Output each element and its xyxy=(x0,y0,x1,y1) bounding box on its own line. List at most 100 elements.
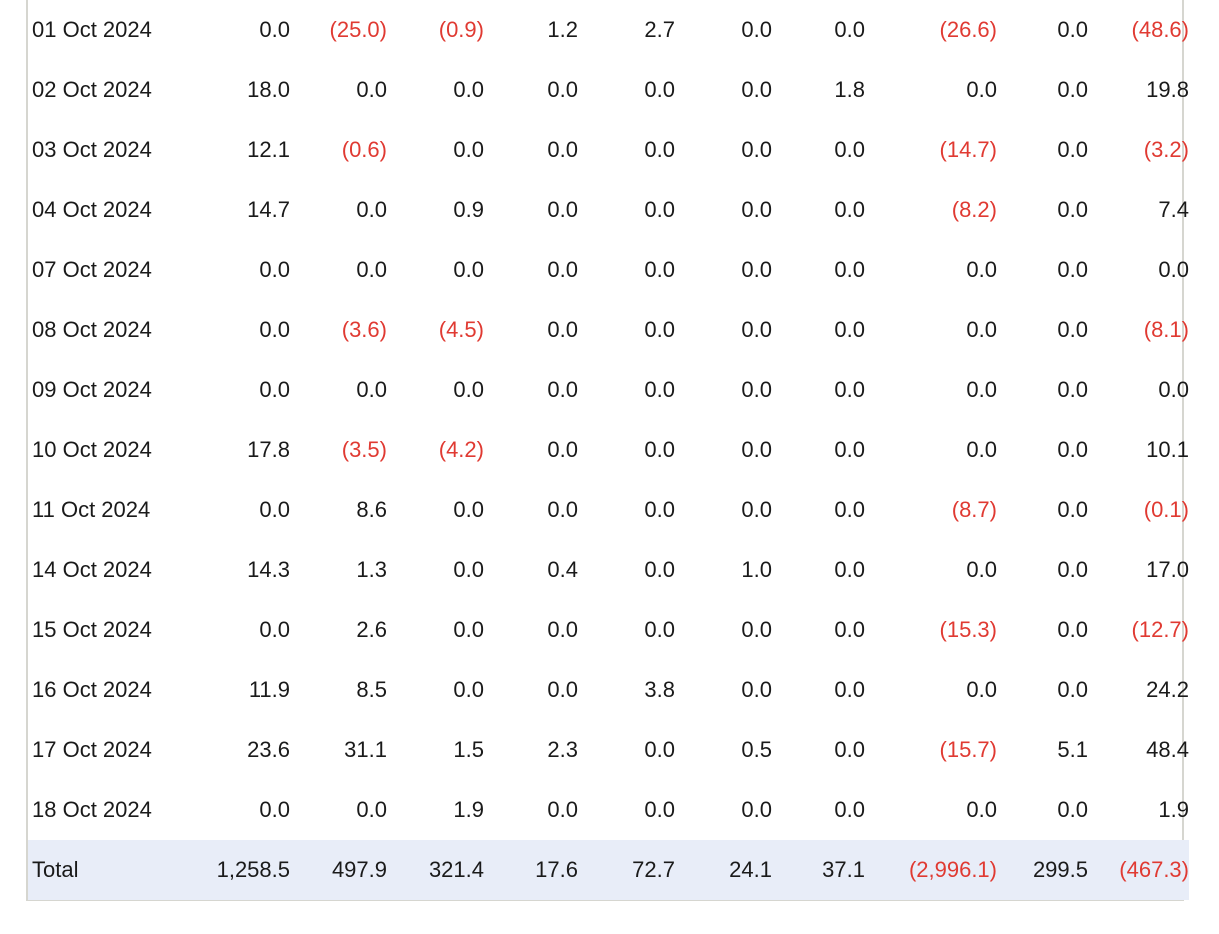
value-cell: 0.0 xyxy=(741,377,772,402)
table-row: 16 Oct 2024 11.9 8.5 0.0 0.0 3.8 0.0 0.0 0.0 0.0 2… xyxy=(28,660,1189,720)
value-cell: 8.6 xyxy=(356,497,387,522)
value-cell: 0.0 xyxy=(547,497,578,522)
table-row: 07 Oct 2024 0.0 0.0 0.0 0.0 0.0 0.0 0.0 0.0 0.0 0.… xyxy=(28,240,1189,300)
value-cell: 0.0 xyxy=(547,437,578,462)
value-cell: 0.5 xyxy=(741,737,772,762)
value-cell: 0.0 xyxy=(1057,797,1088,822)
value-cell: 0.0 xyxy=(966,557,997,582)
total-value-cell: 17.6 xyxy=(484,840,578,900)
table-row: 02 Oct 2024 18.0 0.0 0.0 0.0 0.0 0.0 1.8 0.0 0.0 1… xyxy=(28,60,1189,120)
date-cell: 11 Oct 2024 xyxy=(32,497,151,522)
value-cell: 0.0 xyxy=(1057,257,1088,282)
value-cell: 17.0 xyxy=(1146,557,1189,582)
value-cell: 0.9 xyxy=(453,197,484,222)
value-cell: 1.5 xyxy=(453,737,484,762)
value-cell: 0.0 xyxy=(356,197,387,222)
value-cell: 0.0 xyxy=(834,737,865,762)
value-cell: 11.9 xyxy=(248,677,290,702)
value-cell: 0.0 xyxy=(1057,677,1088,702)
value-cell: 0.0 xyxy=(834,617,865,642)
value-cell: 17.8 xyxy=(247,437,290,462)
value-cell: 0.0 xyxy=(644,137,675,162)
value-cell: (3.6) xyxy=(341,317,387,342)
value-cell: 0.4 xyxy=(547,557,578,582)
value-cell: 0.0 xyxy=(1057,137,1088,162)
value-cell: 0.0 xyxy=(644,557,675,582)
value-cell: 0.0 xyxy=(356,377,387,402)
value-cell: 0.0 xyxy=(644,77,675,102)
value-cell: 2.6 xyxy=(356,617,387,642)
value-cell: 0.0 xyxy=(644,737,675,762)
value-cell: 0.0 xyxy=(644,317,675,342)
value-cell: 0.0 xyxy=(259,257,290,282)
value-cell: (8.2) xyxy=(951,197,997,222)
value-cell: 48.4 xyxy=(1146,737,1189,762)
value-cell: 0.0 xyxy=(1057,437,1088,462)
value-cell: (8.1) xyxy=(1143,317,1189,342)
value-cell: 0.0 xyxy=(741,77,772,102)
total-value-cell: (467.3) xyxy=(1088,840,1189,900)
value-cell: 0.0 xyxy=(547,317,578,342)
date-cell: 15 Oct 2024 xyxy=(32,617,152,642)
value-cell: 0.0 xyxy=(834,557,865,582)
value-cell: 0.0 xyxy=(453,497,484,522)
value-cell: 0.0 xyxy=(259,617,290,642)
table-row: 11 Oct 2024 0.0 8.6 0.0 0.0 0.0 0.0 0.0 (8.7) 0.0… xyxy=(28,480,1189,540)
value-cell: (4.5) xyxy=(438,317,484,342)
value-cell: 0.0 xyxy=(453,377,484,402)
value-cell: 8.5 xyxy=(356,677,387,702)
value-cell: 0.0 xyxy=(356,797,387,822)
value-cell: 0.0 xyxy=(741,257,772,282)
value-cell: (15.3) xyxy=(939,617,997,642)
value-cell: 18.0 xyxy=(247,77,290,102)
value-cell: 0.0 xyxy=(1057,77,1088,102)
value-cell: (3.5) xyxy=(341,437,387,462)
value-cell: 0.0 xyxy=(834,197,865,222)
date-cell: 03 Oct 2024 xyxy=(32,137,152,162)
value-cell: 31.1 xyxy=(344,737,387,762)
value-cell: 14.7 xyxy=(247,197,290,222)
value-cell: 0.0 xyxy=(834,257,865,282)
value-cell: 0.0 xyxy=(547,257,578,282)
value-cell: 0.0 xyxy=(356,257,387,282)
value-cell: 0.0 xyxy=(453,677,484,702)
value-cell: 12.1 xyxy=(247,137,290,162)
value-cell: (8.7) xyxy=(951,497,997,522)
date-cell: 18 Oct 2024 xyxy=(32,797,152,822)
value-cell: (0.9) xyxy=(438,17,484,42)
table-row: 09 Oct 2024 0.0 0.0 0.0 0.0 0.0 0.0 0.0 0.0 0.0 0.… xyxy=(28,360,1189,420)
value-cell: 0.0 xyxy=(834,437,865,462)
value-cell: 0.0 xyxy=(547,677,578,702)
total-value-cell: 1,258.5 xyxy=(200,840,290,900)
total-value-cell: (2,996.1) xyxy=(865,840,997,900)
value-cell: 1.8 xyxy=(834,77,865,102)
value-cell: (25.0) xyxy=(329,17,387,42)
table-row: 17 Oct 2024 23.6 31.1 1.5 2.3 0.0 0.5 0.0 (15.7)… xyxy=(28,720,1189,780)
value-cell: 5.1 xyxy=(1057,737,1088,762)
value-cell: 0.0 xyxy=(547,797,578,822)
value-cell: 0.0 xyxy=(644,197,675,222)
value-cell: 0.0 xyxy=(259,317,290,342)
value-cell: 2.7 xyxy=(644,17,675,42)
value-cell: 0.0 xyxy=(453,557,484,582)
date-cell: 09 Oct 2024 xyxy=(32,377,152,402)
value-cell: 0.0 xyxy=(644,257,675,282)
value-cell: 7.4 xyxy=(1158,197,1189,222)
value-cell: 3.8 xyxy=(644,677,675,702)
value-cell: 0.0 xyxy=(356,77,387,102)
value-cell: 0.0 xyxy=(453,617,484,642)
value-cell: 0.0 xyxy=(547,617,578,642)
value-cell: 0.0 xyxy=(1057,377,1088,402)
total-value-cell: 24.1 xyxy=(675,840,772,900)
value-cell: 0.0 xyxy=(966,257,997,282)
date-cell: 08 Oct 2024 xyxy=(32,317,152,342)
value-cell: (3.2) xyxy=(1143,137,1189,162)
value-cell: 23.6 xyxy=(247,737,290,762)
total-value-cell: 497.9 xyxy=(290,840,387,900)
value-cell: 0.0 xyxy=(966,377,997,402)
table-row: 10 Oct 2024 17.8 (3.5) (4.2) 0.0 0.0 0.0 0.0 0.0… xyxy=(28,420,1189,480)
value-cell: 0.0 xyxy=(644,437,675,462)
value-cell: 1.9 xyxy=(1158,797,1189,822)
date-cell: 14 Oct 2024 xyxy=(32,557,152,582)
total-value-cell: 299.5 xyxy=(997,840,1088,900)
